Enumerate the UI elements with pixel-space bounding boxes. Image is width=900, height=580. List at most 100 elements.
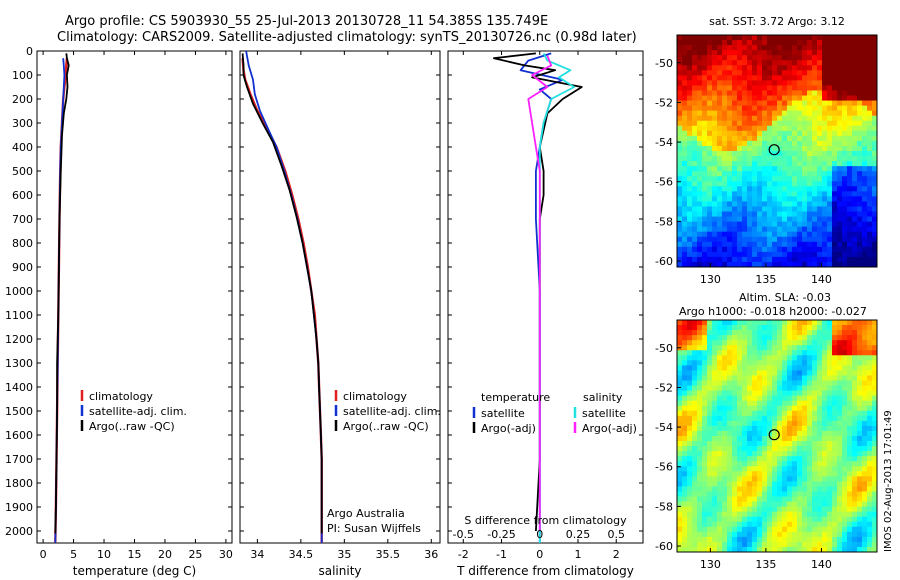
- legend-label: climatology: [343, 390, 407, 403]
- x-tick-label: 0: [40, 548, 47, 561]
- secondary-tick-label: -0.5: [453, 528, 474, 541]
- sla-map-panel: -50 -52 -54 -56 -58 -60 130 135 140 Altim. SLA: -…: [655, 291, 894, 571]
- y-tick-label: 400: [12, 141, 33, 154]
- secondary-axis-label: S difference from climatology: [464, 514, 627, 527]
- y-tick-label: 1300: [5, 357, 33, 370]
- x-tick-label: 140: [811, 558, 832, 571]
- salinity-profile-frame: [239, 50, 441, 544]
- x-tick-label: 34: [250, 548, 264, 561]
- x-tick-label: 135: [755, 558, 776, 571]
- legend-label: Argo(-adj): [481, 422, 536, 435]
- argo-location-marker: [768, 144, 780, 156]
- y-tick-label: 1400: [5, 381, 33, 394]
- x-axis-label: temperature (deg C): [73, 564, 196, 578]
- legend-title-salinity: salinity: [583, 391, 623, 404]
- series-line: [241, 53, 323, 534]
- y-tick-label: -50: [655, 57, 673, 70]
- difference-profile-panel: -2 -1 0 1 2 T difference from climatology S di…: [447, 50, 644, 578]
- x-tick-label: 2: [613, 548, 620, 561]
- temperature-profile-frame: [36, 50, 233, 544]
- y-tick-label: 700: [12, 213, 33, 226]
- x-tick-label: 140: [811, 273, 832, 286]
- y-tick-label: 1700: [5, 453, 33, 466]
- x-tick-label: 10: [97, 548, 111, 561]
- y-tick-label: 1900: [5, 501, 33, 514]
- legend-title-temperature: temperature: [481, 391, 550, 404]
- y-tick-label: 200: [12, 93, 33, 106]
- series-line: [54, 53, 70, 534]
- legend-label: Argo(..raw -QC): [343, 420, 429, 433]
- legend-label: climatology: [89, 390, 153, 403]
- y-tick-label: 0: [26, 45, 33, 58]
- figure-subtitle: Climatology: CARS2009. Satellite-adjuste…: [57, 30, 637, 45]
- legend-label: satellite: [582, 407, 626, 420]
- y-tick-label: -60: [655, 255, 673, 268]
- y-tick-label: -60: [655, 540, 673, 553]
- x-tick-label: 5: [70, 548, 77, 561]
- legend-label: satellite: [481, 407, 525, 420]
- x-tick-label: -1: [496, 548, 507, 561]
- y-tick-label: -56: [655, 461, 673, 474]
- x-tick-label: -2: [458, 548, 469, 561]
- y-tick-label: -50: [655, 342, 673, 355]
- secondary-tick-label: 0.25: [566, 528, 591, 541]
- sla-map-cells: [677, 320, 878, 553]
- legend-label: Argo(-adj): [582, 422, 637, 435]
- secondary-tick-label: 0: [536, 528, 543, 541]
- y-tick-label: 1600: [5, 429, 33, 442]
- x-tick-label: 25: [188, 548, 202, 561]
- x-tick-label: 1: [575, 548, 582, 561]
- map-subtitle: Argo h1000: -0.018 h2000: -0.027: [679, 305, 867, 318]
- timestamp-label: IMOS 02-Aug-2013 17:01:49: [883, 410, 894, 552]
- argo-location-marker: [768, 429, 780, 441]
- y-tick-label: 500: [12, 165, 33, 178]
- secondary-tick-label: -0.25: [487, 528, 515, 541]
- x-tick-label: 36: [424, 548, 438, 561]
- y-tick-label: -52: [655, 381, 673, 394]
- x-tick-label: 0: [536, 548, 543, 561]
- x-tick-label: 34.5: [289, 548, 314, 561]
- y-tick-label: -58: [655, 215, 673, 228]
- x-tick-label: 135: [755, 273, 776, 286]
- secondary-tick-label: 0.5: [607, 528, 625, 541]
- difference-profile-frame: [447, 50, 644, 544]
- y-tick-label: 600: [12, 189, 33, 202]
- x-tick-label: 130: [700, 558, 721, 571]
- y-tick-label: 1500: [5, 405, 33, 418]
- y-tick-label: -54: [655, 421, 673, 434]
- y-tick-label: -52: [655, 96, 673, 109]
- series-line: [527, 55, 553, 531]
- temperature-profile-panel: 0100200300400500600700800900100011001200…: [5, 45, 233, 578]
- x-axis-label: T difference from climatology: [456, 564, 634, 578]
- x-tick-label: 30: [219, 548, 233, 561]
- y-tick-label: 1200: [5, 333, 33, 346]
- y-tick-label: 300: [12, 117, 33, 130]
- y-tick-label: 1000: [5, 285, 33, 298]
- y-tick-label: 1100: [5, 309, 33, 322]
- y-tick-label: -54: [655, 136, 673, 149]
- x-tick-label: 35: [337, 548, 351, 561]
- y-tick-label: 800: [12, 237, 33, 250]
- y-tick-label: -56: [655, 176, 673, 189]
- legend-label: satellite-adj. clim.: [89, 405, 187, 418]
- x-tick-label: 35.5: [376, 548, 401, 561]
- x-axis-label: salinity: [318, 564, 361, 578]
- figure-title: Argo profile: CS 5903930_55 25-Jul-2013 …: [65, 14, 549, 29]
- y-tick-label: 900: [12, 261, 33, 274]
- sst-map-cells: [677, 35, 878, 268]
- y-tick-label: 2000: [5, 525, 33, 538]
- sst-map-panel: -50 -52 -54 -56 -58 -60 130 135 140 sat. SST: 3.7…: [655, 15, 878, 286]
- x-tick-label: 15: [128, 548, 142, 561]
- y-tick-label: 1800: [5, 477, 33, 490]
- y-tick-label: 100: [12, 69, 33, 82]
- sla-map-frame: [676, 319, 878, 553]
- legend-label: satellite-adj. clim.: [343, 405, 441, 418]
- annotation-institution: Argo Australia: [327, 507, 405, 520]
- sst-map-frame: [676, 34, 878, 268]
- legend-label: Argo(..raw -QC): [89, 420, 175, 433]
- salinity-profile-panel: 34 34.5 35 35.5 36 salinity climatology satelli…: [239, 50, 441, 578]
- x-tick-label: 20: [158, 548, 172, 561]
- map-title: sat. SST: 3.72 Argo: 3.12: [709, 15, 845, 28]
